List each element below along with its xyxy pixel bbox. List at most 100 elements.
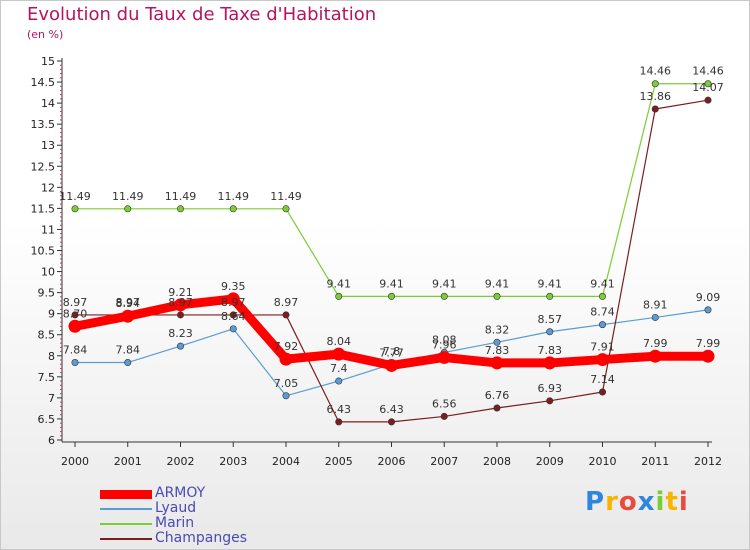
data-point [229,205,237,213]
y-tick-label: 12 [41,181,55,194]
data-point [282,392,290,400]
data-label: 6.43 [379,403,404,416]
data-point [596,353,609,367]
logo-letter: i [655,487,666,517]
data-point [651,313,659,321]
data-point [71,311,79,319]
data-point [546,328,554,336]
data-label: 8.97 [274,296,299,309]
data-label: 11.49 [112,190,144,203]
data-label: 9.21 [168,286,193,299]
y-tick-label: 6.5 [38,413,56,426]
y-tick-label: 14.5 [31,76,56,89]
data-point [174,298,187,312]
data-label: 7.8 [383,345,401,358]
data-label: 9.41 [327,277,352,290]
data-label: 8.08 [432,333,457,346]
y-tick-label: 8.5 [38,329,56,342]
x-tick-label: 2003 [219,455,247,468]
data-label: 7.83 [485,344,510,357]
y-tick-label: 13 [41,139,55,152]
data-label: 8.70 [63,307,88,320]
data-point [493,404,501,412]
data-label: 8.97 [116,296,141,309]
legend-swatch [100,490,152,499]
legend-label: Champanges [155,530,247,546]
legend-item-lyaud: Lyaud [100,500,300,517]
chart-title: Evolution du Taux de Taxe d'Habitation [27,4,377,25]
data-point [71,359,79,367]
data-point [704,80,712,88]
x-tick-label: 2002 [167,455,195,468]
data-point [387,418,395,426]
data-point [701,349,715,363]
data-point [71,205,79,213]
data-label: 11.49 [59,190,91,203]
data-label: 8.32 [485,323,510,336]
logo-letter: t [665,487,679,517]
data-label: 8.91 [643,298,668,311]
data-point [282,205,290,213]
logo-letter: P [585,487,606,517]
x-tick-label: 2007 [430,455,458,468]
data-point [385,358,398,372]
y-tick-label: 10 [41,266,55,279]
data-point [68,319,82,333]
data-label: 8.97 [221,296,246,309]
data-label: 6.76 [485,389,510,402]
legend-swatch [100,508,152,510]
data-point [490,356,504,370]
legend-label: Marin [155,515,195,531]
y-tick-label: 15 [41,55,55,68]
data-point [229,311,237,319]
data-point [493,292,501,300]
y-tick-label: 7 [48,392,55,405]
legend-label: Lyaud [155,500,197,516]
data-label: 7.99 [643,337,668,350]
x-tick-label: 2004 [272,455,300,468]
data-label: 8.57 [538,313,563,326]
y-tick-label: 6 [48,434,55,447]
data-point [177,311,185,319]
y-tick-label: 10.5 [31,245,56,258]
data-label: 9.41 [590,277,615,290]
legend-swatch [100,538,152,540]
data-point [440,412,448,420]
data-point [437,350,451,364]
data-label: 7.83 [538,344,563,357]
data-label: 7.77 [379,346,404,359]
data-label: 8.97 [168,296,193,309]
data-label: 7.05 [274,377,299,390]
data-label: 9.41 [538,277,563,290]
data-label: 8.23 [168,327,193,340]
data-label: 11.49 [218,190,250,203]
x-tick-label: 2012 [694,455,722,468]
legend-item-marin: Marin [100,515,300,532]
data-label: 9.35 [221,280,246,293]
data-label: 8.04 [327,335,352,348]
data-label: 9.41 [432,277,457,290]
x-tick-label: 2010 [589,455,617,468]
data-point [177,342,185,350]
data-label: 9.09 [696,291,721,304]
y-tick-label: 12.5 [31,160,56,173]
y-tick-label: 11 [41,223,55,236]
data-label: 13.86 [640,90,672,103]
logo-letter: i [678,487,689,517]
data-label: 9.41 [379,277,404,290]
data-label: 8.97 [63,296,88,309]
data-point [121,309,135,323]
data-label: 7.84 [116,344,141,357]
y-tick-label: 9.5 [38,287,56,300]
data-point [546,292,554,300]
y-tick-label: 14 [41,97,55,110]
y-tick-label: 7.5 [38,371,56,384]
x-tick-label: 2008 [483,455,511,468]
data-label: 8.94 [116,297,141,310]
data-point [335,377,343,385]
data-label: 8.64 [221,310,246,323]
data-point [543,356,557,370]
legend-swatch [100,523,152,525]
